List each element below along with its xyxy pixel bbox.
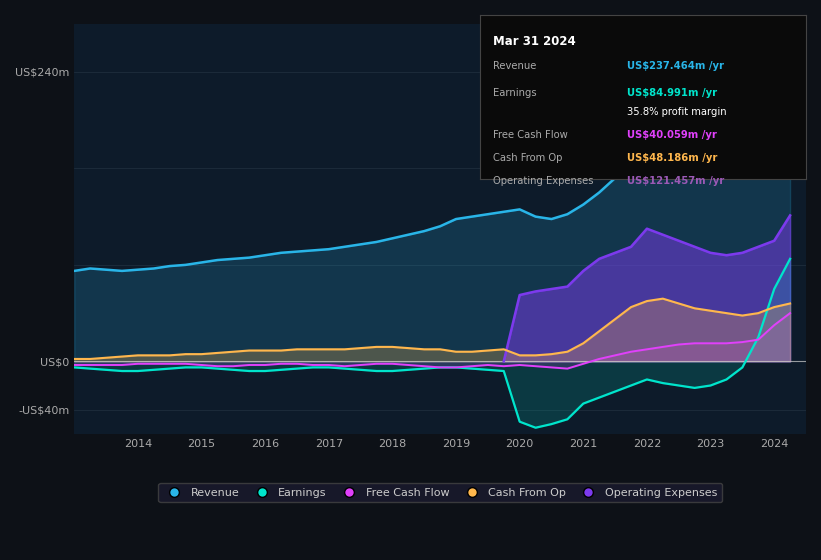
Legend: Revenue, Earnings, Free Cash Flow, Cash From Op, Operating Expenses: Revenue, Earnings, Free Cash Flow, Cash … — [158, 483, 722, 502]
